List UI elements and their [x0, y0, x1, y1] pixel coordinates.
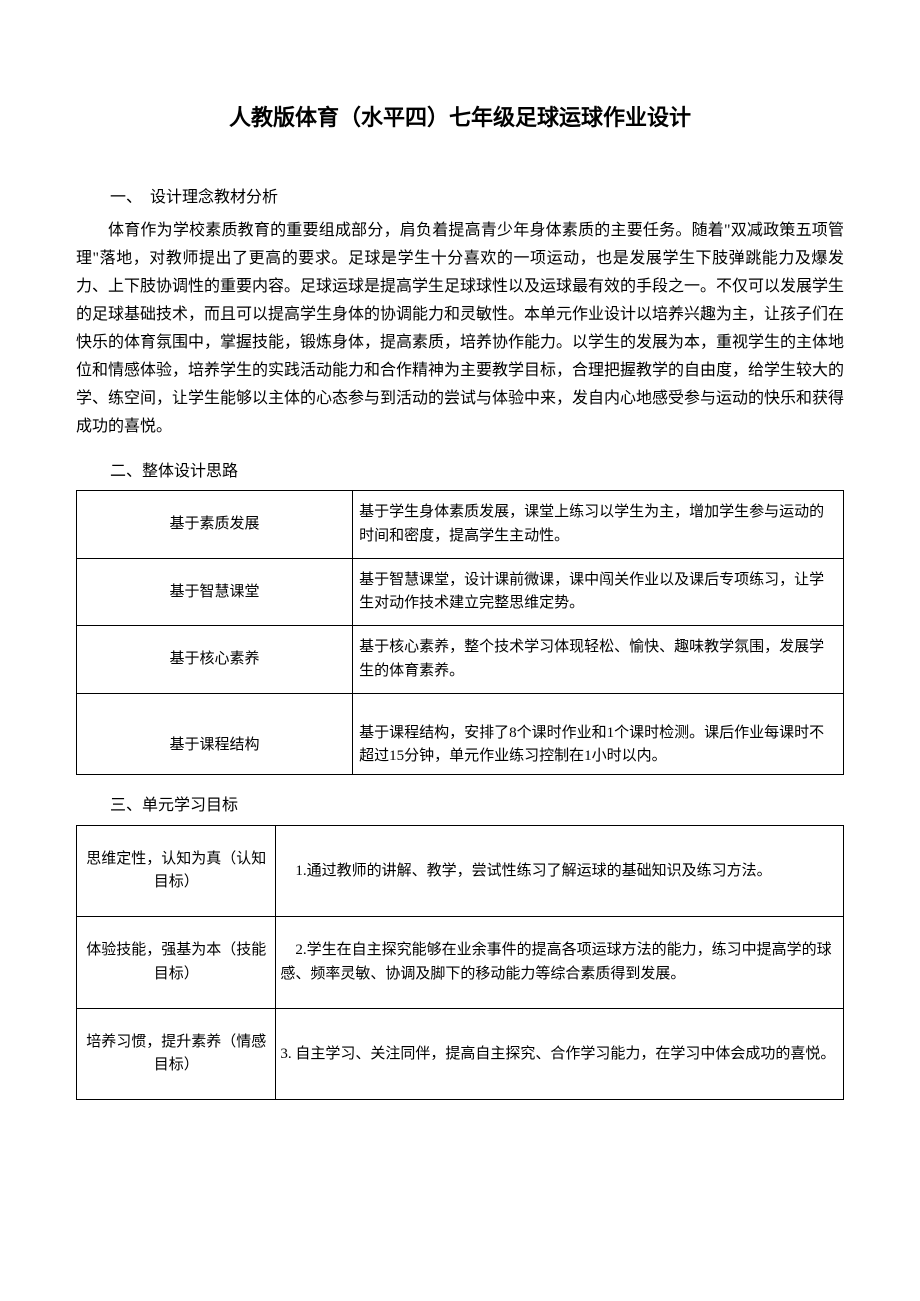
cell-key: 基于素质发展 [77, 491, 353, 559]
cell-value: 2.学生在自主探究能够在业余事件的提高各项运球方法的能力，练习中提高学的球感、频… [276, 917, 844, 1009]
table-row: 基于素质发展 基于学生身体素质发展，课堂上练习以学生为主，增加学生参与运动的时间… [77, 491, 844, 559]
cell-value: 1.通过教师的讲解、教学，尝试性练习了解运球的基础知识及练习方法。 [276, 825, 844, 917]
cell-key: 基于核心素养 [77, 626, 353, 694]
cell-key: 基于智慧课堂 [77, 558, 353, 626]
table-row: 思维定性，认知为真（认知目标） 1.通过教师的讲解、教学，尝试性练习了解运球的基… [77, 825, 844, 917]
page-title: 人教版体育（水平四）七年级足球运球作业设计 [76, 100, 844, 135]
table-row: 基于课程结构 基于课程结构，安排了8个课时作业和1个课时检测。课后作业每课时不超… [77, 693, 844, 775]
cell-value: 基于课程结构，安排了8个课时作业和1个课时检测。课后作业每课时不超过15分钟，单… [353, 693, 844, 775]
cell-key: 基于课程结构 [77, 693, 353, 775]
design-approach-table: 基于素质发展 基于学生身体素质发展，课堂上练习以学生为主，增加学生参与运动的时间… [76, 490, 844, 775]
learning-objectives-table: 思维定性，认知为真（认知目标） 1.通过教师的讲解、教学，尝试性练习了解运球的基… [76, 825, 844, 1101]
table-row: 基于智慧课堂 基于智慧课堂，设计课前微课，课中闯关作业以及课后专项练习，让学生对… [77, 558, 844, 626]
section1-heading: 一、 设计理念教材分析 [110, 185, 844, 211]
cell-value: 基于核心素养，整个技术学习体现轻松、愉快、趣味教学氛围，发展学生的体育素养。 [353, 626, 844, 694]
section1-body: 体育作为学校素质教育的重要组成部分，肩负着提高青少年身体素质的主要任务。随着"双… [76, 217, 844, 441]
cell-key: 思维定性，认知为真（认知目标） [77, 825, 276, 917]
cell-value: 3. 自主学习、关注同伴，提高自主探究、合作学习能力，在学习中体会成功的喜悦。 [276, 1008, 844, 1100]
section2-heading: 二、整体设计思路 [110, 459, 844, 485]
table-row: 培养习惯，提升素养（情感目标） 3. 自主学习、关注同伴，提高自主探究、合作学习… [77, 1008, 844, 1100]
table-row: 基于核心素养 基于核心素养，整个技术学习体现轻松、愉快、趣味教学氛围，发展学生的… [77, 626, 844, 694]
cell-value: 基于学生身体素质发展，课堂上练习以学生为主，增加学生参与运动的时间和密度，提高学… [353, 491, 844, 559]
cell-key: 体验技能，强基为本（技能目标） [77, 917, 276, 1009]
section3-heading: 三、单元学习目标 [110, 793, 844, 819]
cell-value: 基于智慧课堂，设计课前微课，课中闯关作业以及课后专项练习，让学生对动作技术建立完… [353, 558, 844, 626]
table-row: 体验技能，强基为本（技能目标） 2.学生在自主探究能够在业余事件的提高各项运球方… [77, 917, 844, 1009]
cell-key: 培养习惯，提升素养（情感目标） [77, 1008, 276, 1100]
